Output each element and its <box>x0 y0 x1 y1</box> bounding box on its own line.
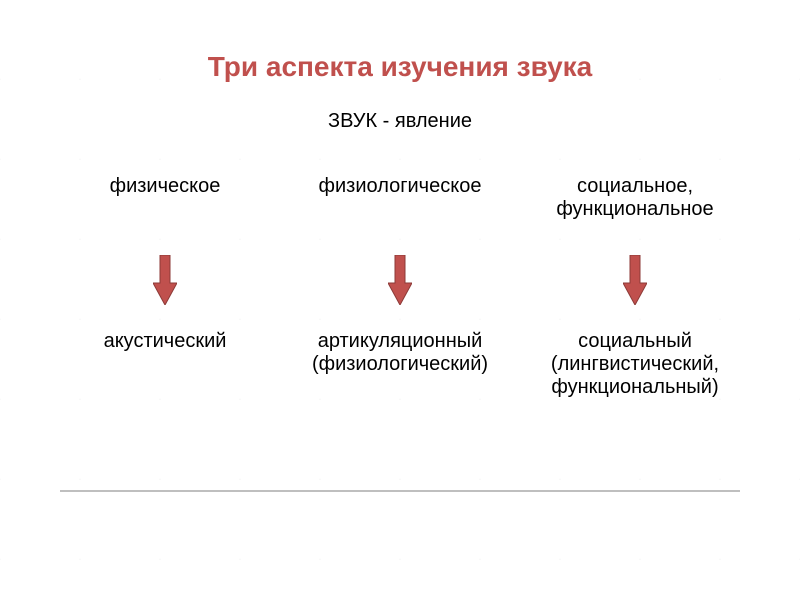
col-left-top: физическое <box>55 175 275 198</box>
page-title: Три аспекта изучения звука <box>0 50 800 84</box>
col-center-bottom: артикуляционный (физиологический) <box>290 330 510 376</box>
col-right-bottom: социальный (лингвистический, функциональ… <box>525 330 745 399</box>
col-right-top: социальное, функциональное <box>525 175 745 221</box>
divider <box>60 490 740 492</box>
arrow-down-icon <box>388 255 412 305</box>
col-left-bottom: акустический <box>55 330 275 353</box>
arrow-down-icon <box>623 255 647 305</box>
arrow-down-icon <box>153 255 177 305</box>
col-center-top: физиологическое <box>290 175 510 198</box>
subtitle: ЗВУК - явление <box>300 110 500 133</box>
